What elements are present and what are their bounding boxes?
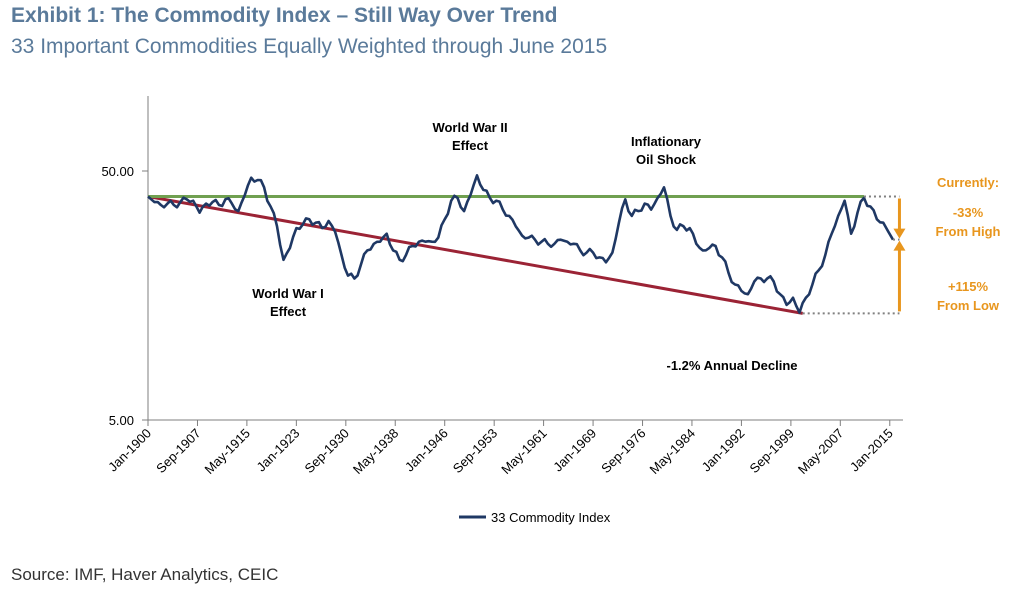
x-tick-label: Jan-1923	[254, 426, 303, 475]
annotation-oil-shock-line1: Inflationary	[631, 134, 702, 149]
x-tick-label: Jan-1969	[550, 426, 599, 475]
x-tick-label: Jan-2015	[847, 426, 896, 475]
side-callouts: Currently: -33% From High +115% From Low	[893, 175, 1001, 313]
chart-subtitle: 33 Important Commodities Equally Weighte…	[11, 35, 608, 58]
legend: 33 Commodity Index	[459, 510, 611, 525]
x-tick-label: May-1915	[202, 426, 253, 477]
annotation-ww1: World War I Effect	[252, 286, 324, 319]
callout-currently: Currently:	[937, 175, 999, 190]
x-tick-label: Jan-1992	[699, 426, 748, 475]
chart-title: Exhibit 1: The Commodity Index – Still W…	[11, 4, 558, 27]
y-tick-label-50: 50.00	[101, 164, 134, 179]
x-tick-label: May-1984	[647, 426, 698, 477]
dotted-guides	[802, 195, 900, 315]
x-tick-label: Sep-1976	[598, 426, 648, 476]
x-tick-label: May-1961	[498, 426, 549, 477]
x-tick-label: Sep-1999	[747, 426, 797, 476]
callout-arrows	[893, 198, 906, 312]
annotation-ww2-line1: World War II	[432, 120, 507, 135]
annotation-ww1-line2: Effect	[270, 304, 307, 319]
x-tick-label: May-1938	[350, 426, 401, 477]
arrow-down-icon	[893, 228, 906, 239]
callout-from-low-pct: +115%	[948, 279, 989, 294]
series-line-33-commodity-index	[147, 174, 895, 314]
callout-from-low-label: From Low	[937, 298, 1000, 313]
annotation-annual-decline: -1.2% Annual Decline	[667, 358, 798, 373]
annotation-oil-shock: Inflationary Oil Shock	[631, 134, 702, 167]
x-tick-label: Sep-1930	[301, 426, 351, 476]
x-tick-label: Jan-1946	[402, 426, 451, 475]
arrow-up-icon	[893, 240, 906, 251]
callout-from-high-pct: -33%	[953, 205, 984, 220]
callout-from-high-label: From High	[936, 224, 1001, 239]
annotation-oil-shock-line2: Oil Shock	[636, 152, 697, 167]
legend-label-33-commodity-index: 33 Commodity Index	[491, 510, 611, 525]
annotation-ww2: World War II Effect	[432, 120, 507, 153]
y-axis: 50.00 5.00	[101, 96, 149, 428]
x-tick-label: May-2007	[795, 426, 846, 477]
x-tick-marks	[147, 420, 891, 426]
x-tick-label: Sep-1953	[450, 426, 500, 476]
source-note: Source: IMF, Haver Analytics, CEIC	[11, 565, 279, 584]
x-tick-label: Jan-1900	[105, 426, 154, 475]
y-tick-label-5: 5.00	[109, 413, 134, 428]
x-tick-label: Sep-1907	[153, 426, 203, 476]
trend-line	[147, 195, 803, 315]
annotation-ww2-line2: Effect	[452, 138, 489, 153]
annotation-ww1-line1: World War I	[252, 286, 324, 301]
